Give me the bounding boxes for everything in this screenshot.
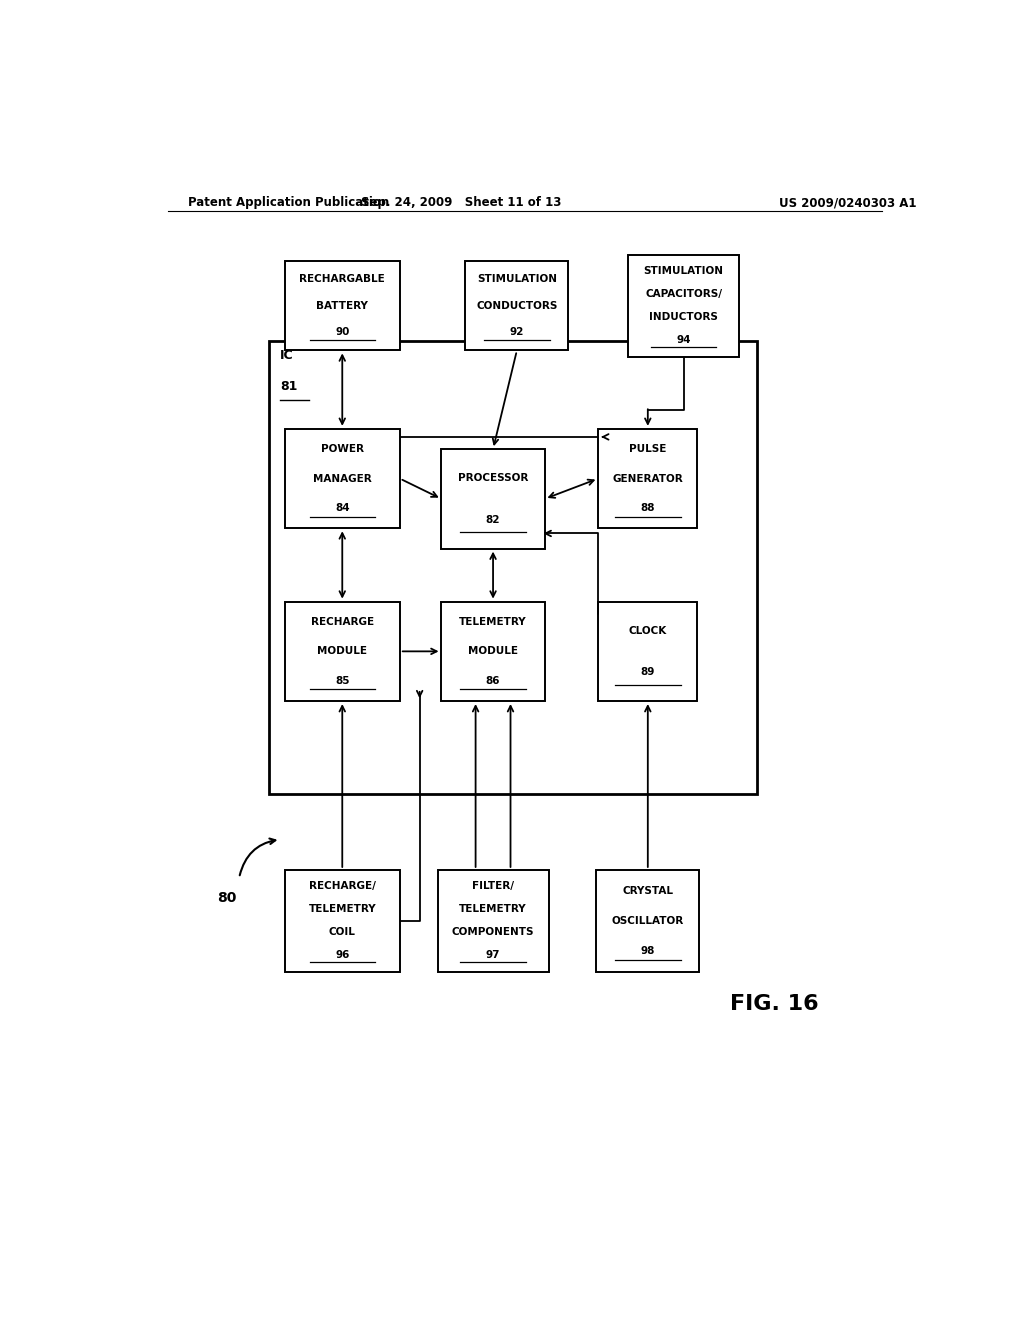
Text: PULSE: PULSE	[629, 445, 667, 454]
Text: 81: 81	[281, 380, 298, 393]
Bar	[598, 429, 697, 528]
Bar	[285, 429, 399, 528]
Text: COMPONENTS: COMPONENTS	[452, 927, 535, 937]
Text: TELEMETRY: TELEMETRY	[459, 904, 527, 915]
Text: INDUCTORS: INDUCTORS	[649, 313, 718, 322]
Text: CAPACITORS/: CAPACITORS/	[645, 289, 722, 300]
Text: 80: 80	[217, 891, 237, 906]
Text: STIMULATION: STIMULATION	[477, 275, 557, 285]
Text: STIMULATION: STIMULATION	[643, 267, 724, 276]
Text: 85: 85	[335, 676, 349, 685]
Bar	[441, 602, 545, 701]
Text: MODULE: MODULE	[468, 647, 518, 656]
Text: TELEMETRY: TELEMETRY	[308, 904, 376, 915]
Text: 94: 94	[676, 335, 691, 346]
Text: Patent Application Publication: Patent Application Publication	[187, 195, 389, 209]
Bar	[465, 261, 568, 351]
Bar	[285, 261, 399, 351]
FancyArrowPatch shape	[240, 838, 275, 875]
Text: MODULE: MODULE	[317, 647, 368, 656]
Text: COIL: COIL	[329, 927, 355, 937]
Bar	[437, 870, 549, 972]
Text: CLOCK: CLOCK	[629, 626, 667, 636]
Text: GENERATOR: GENERATOR	[612, 474, 683, 483]
Text: CONDUCTORS: CONDUCTORS	[476, 301, 557, 310]
Text: 84: 84	[335, 503, 349, 513]
Text: FIG. 16: FIG. 16	[730, 994, 819, 1014]
Bar	[285, 602, 399, 701]
Text: Sep. 24, 2009   Sheet 11 of 13: Sep. 24, 2009 Sheet 11 of 13	[361, 195, 561, 209]
Text: RECHARGABLE: RECHARGABLE	[299, 275, 385, 285]
Text: POWER: POWER	[321, 445, 364, 454]
Text: RECHARGE: RECHARGE	[310, 616, 374, 627]
Bar	[441, 449, 545, 549]
Text: 89: 89	[641, 667, 655, 677]
Text: IC: IC	[281, 350, 294, 363]
Text: 88: 88	[641, 503, 655, 513]
Text: 90: 90	[335, 327, 349, 337]
Text: MANAGER: MANAGER	[313, 474, 372, 483]
Text: CRYSTAL: CRYSTAL	[623, 886, 674, 896]
Text: PROCESSOR: PROCESSOR	[458, 473, 528, 483]
Text: 82: 82	[485, 515, 501, 524]
Bar	[596, 870, 699, 972]
Bar	[269, 342, 758, 793]
Bar	[598, 602, 697, 701]
Text: BATTERY: BATTERY	[316, 301, 369, 310]
Text: 97: 97	[485, 950, 501, 961]
Text: 86: 86	[485, 676, 501, 685]
Text: TELEMETRY: TELEMETRY	[459, 616, 527, 627]
Bar	[285, 870, 399, 972]
Text: OSCILLATOR: OSCILLATOR	[611, 916, 684, 925]
Text: 98: 98	[641, 945, 655, 956]
Text: 92: 92	[510, 327, 524, 337]
Text: FILTER/: FILTER/	[472, 880, 514, 891]
Text: US 2009/0240303 A1: US 2009/0240303 A1	[778, 195, 916, 209]
Text: RECHARGE/: RECHARGE/	[309, 880, 376, 891]
Text: 96: 96	[335, 950, 349, 961]
Bar	[628, 255, 739, 356]
